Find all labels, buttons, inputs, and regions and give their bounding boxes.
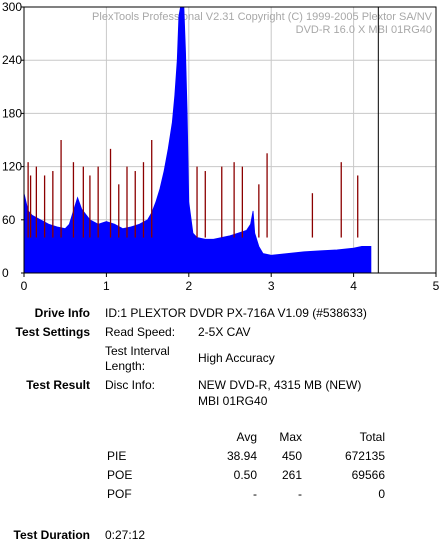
y-tick-label: 0 bbox=[2, 266, 9, 280]
results-header-total: Total bbox=[359, 430, 385, 444]
results-row-name: POF bbox=[107, 487, 132, 501]
x-tick-label: 0 bbox=[21, 279, 28, 293]
test-interval-value: High Accuracy bbox=[198, 351, 275, 365]
results-row-max: - bbox=[298, 487, 302, 501]
results-row-max: 450 bbox=[281, 449, 302, 463]
results-row-total: 672135 bbox=[344, 449, 385, 463]
x-tick-label: 1 bbox=[103, 279, 110, 293]
chart-watermark-line: PlexTools Professional V2.31 Copyright (… bbox=[92, 11, 433, 23]
read-speed-label: Read Speed: bbox=[105, 325, 176, 339]
pie-chart: PlexTools Professional V2.31 Copyright (… bbox=[2, 0, 440, 293]
chart-series-area bbox=[23, 6, 372, 274]
results-row-name: POE bbox=[107, 468, 133, 482]
x-tick-label: 3 bbox=[268, 279, 275, 293]
x-tick-label: 4 bbox=[350, 279, 357, 293]
results-header-max: Max bbox=[279, 430, 302, 444]
y-tick-label: 240 bbox=[2, 53, 22, 67]
results-row-max: 261 bbox=[281, 468, 302, 482]
test-interval-label-line1: Test Interval bbox=[105, 344, 170, 358]
y-axis-tick-labels: 0 60 120 180 240 300 bbox=[2, 0, 22, 280]
test-duration-label: Test Duration bbox=[13, 528, 90, 542]
test-duration-value: 0:27:12 bbox=[105, 528, 146, 542]
test-interval-label-line2: Length: bbox=[105, 359, 146, 373]
results-row-total: 0 bbox=[378, 487, 385, 501]
test-settings-label: Test Settings bbox=[15, 325, 90, 339]
results-row-total: 69566 bbox=[351, 468, 385, 482]
results-row-name: PIE bbox=[107, 449, 127, 463]
results-row-avg: 0.50 bbox=[233, 468, 257, 482]
chart-axes bbox=[21, 6, 437, 277]
chart-grid bbox=[24, 7, 436, 273]
disc-info-value-line1: NEW DVD-R, 4315 MB (NEW) bbox=[198, 378, 362, 392]
y-tick-label: 180 bbox=[2, 106, 22, 120]
y-tick-label: 60 bbox=[2, 213, 16, 227]
test-result-label: Test Result bbox=[26, 378, 90, 392]
y-tick-label: 300 bbox=[2, 0, 22, 14]
results-header-avg: Avg bbox=[236, 430, 257, 444]
x-axis-tick-labels: 0 1 2 3 4 5 bbox=[21, 279, 440, 293]
drive-info-value: ID:1 PLEXTOR DVDR PX-716A V1.09 (#538633… bbox=[105, 306, 367, 320]
y-tick-label: 120 bbox=[2, 160, 22, 174]
chart-watermark-line: DVD-R 16.0 X MBI 01RG40 bbox=[296, 24, 432, 36]
results-row-avg: - bbox=[253, 487, 257, 501]
x-tick-label: 5 bbox=[433, 279, 440, 293]
drive-info-label: Drive Info bbox=[34, 306, 90, 320]
disc-info-value-line2: MBI 01RG40 bbox=[198, 394, 268, 408]
pie-series-area bbox=[23, 6, 372, 274]
chart-watermark: PlexTools Professional V2.31 Copyright (… bbox=[92, 11, 433, 36]
results-row-avg: 38.94 bbox=[226, 449, 257, 463]
x-tick-label: 2 bbox=[185, 279, 192, 293]
plot-frame bbox=[23, 6, 437, 274]
read-speed-value: 2-5X CAV bbox=[198, 325, 251, 339]
disc-info-label: Disc Info: bbox=[105, 378, 156, 392]
